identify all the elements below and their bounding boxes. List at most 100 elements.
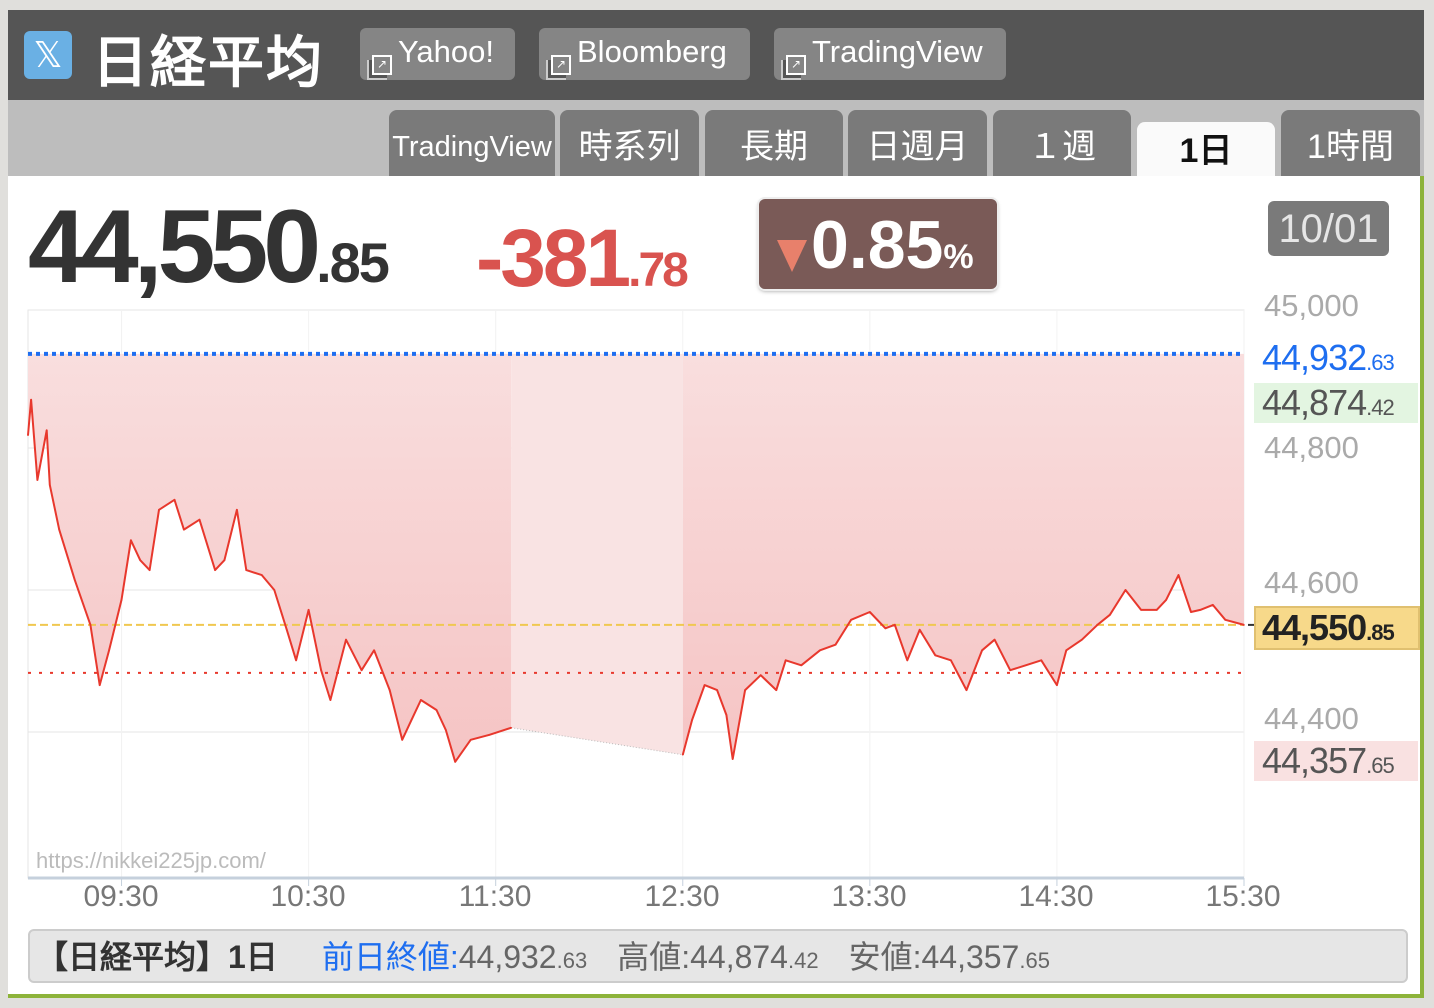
tab-1-day[interactable]: 1日 <box>1137 122 1275 178</box>
tab-day-week-month[interactable]: 日週月 <box>848 110 987 176</box>
bloomberg-link-button[interactable]: ↗ Bloomberg <box>539 28 750 80</box>
price-point <box>130 539 132 542</box>
current-price: 44,550.85 <box>28 188 390 307</box>
tab-timeseries[interactable]: 時系列 <box>560 110 699 176</box>
yahoo-link-button[interactable]: ↗ Yahoo! <box>360 28 515 80</box>
price-point <box>918 628 921 631</box>
price-point <box>1165 599 1167 601</box>
price-point <box>120 599 123 601</box>
page-title: 日経平均 <box>92 31 324 94</box>
price-point <box>1155 609 1158 611</box>
x-tick-label: 10:30 <box>270 880 346 913</box>
prev-close-caption: 前日終値: <box>321 939 459 975</box>
price-change: -381.78 <box>476 212 689 306</box>
link-label: TradingView <box>812 34 983 69</box>
price-point <box>950 659 952 662</box>
price-point <box>1009 669 1011 672</box>
value-integer: 44,357 <box>921 939 1020 975</box>
price-point <box>58 528 60 531</box>
price-point <box>345 638 347 641</box>
price-point <box>1024 664 1027 667</box>
price-point <box>273 589 276 591</box>
prev-close-label: 44,932.63 <box>1262 338 1395 383</box>
price-point <box>173 499 176 501</box>
value-integer: 44,550 <box>1262 607 1367 648</box>
watermark-url: https://nikkei225jp.com/ <box>36 848 266 873</box>
price-point <box>1109 614 1111 616</box>
price-point <box>73 579 76 581</box>
price-point <box>703 684 706 686</box>
y-tick-label: 45,000 <box>1264 288 1359 323</box>
price-point <box>884 627 887 630</box>
price-point <box>800 664 803 667</box>
price-point <box>469 739 472 741</box>
price-point <box>223 559 226 561</box>
price-point <box>759 674 762 676</box>
high-label: 44,874.42 <box>1254 383 1418 423</box>
price-point <box>89 623 92 626</box>
tab-tradingview[interactable]: TradingView <box>389 110 555 176</box>
price-point <box>993 638 996 641</box>
change-decimal: .78 <box>628 244 689 297</box>
change-integer: -381 <box>476 213 631 304</box>
y-tick-label: 44,600 <box>1264 565 1359 600</box>
x-tick-label: 13:30 <box>831 880 907 913</box>
price-point <box>388 689 391 691</box>
price-point <box>108 649 110 652</box>
price-decimal: .85 <box>316 231 390 294</box>
tab-1-week[interactable]: １週 <box>993 110 1131 176</box>
price-point <box>744 689 746 691</box>
price-point <box>725 714 728 716</box>
price-area-fill <box>682 353 1244 759</box>
price-point <box>307 609 310 611</box>
price-point <box>285 628 288 631</box>
price-point <box>1056 684 1058 686</box>
x-logo-icon[interactable]: 𝕏 <box>24 31 72 79</box>
price-point <box>1040 659 1043 662</box>
tab-1-hour[interactable]: 1時間 <box>1281 110 1420 176</box>
price-area-fill <box>28 353 512 762</box>
value-integer: 44,874 <box>690 939 788 975</box>
price-point <box>454 761 456 763</box>
price-integer: 44,550 <box>28 189 321 305</box>
price-point <box>1140 609 1142 611</box>
price-point <box>329 699 332 701</box>
price-point <box>158 508 160 511</box>
down-triangle-icon <box>777 240 807 272</box>
price-point <box>373 649 375 652</box>
price-point <box>691 719 693 721</box>
y-tick-label: 44,400 <box>1264 701 1359 736</box>
link-label: Bloomberg <box>577 34 727 69</box>
price-point <box>1243 624 1245 626</box>
x-tick-label: 14:30 <box>1018 880 1094 913</box>
value-integer: 44,874 <box>1262 382 1367 423</box>
value-integer: 44,357 <box>1262 740 1367 781</box>
price-point <box>819 649 821 652</box>
price-point <box>834 643 837 646</box>
lunch-break-fill <box>511 353 683 755</box>
price-point <box>1124 589 1127 591</box>
price-point <box>295 659 297 662</box>
tab-long-term[interactable]: 長期 <box>705 110 843 176</box>
price-point <box>214 569 216 571</box>
price-point <box>445 729 447 731</box>
price-point <box>775 689 778 691</box>
price-point <box>1212 604 1214 606</box>
price-point <box>981 649 983 652</box>
link-label: Yahoo! <box>398 34 494 69</box>
price-point <box>410 719 413 721</box>
summary-high: 高値:44,874.42 <box>617 939 818 975</box>
date-badge: 10/01 <box>1268 201 1389 256</box>
current-price-label: 44,550.85 <box>1254 606 1420 650</box>
x-tick-label: 15:30 <box>1205 880 1281 913</box>
price-point <box>1065 649 1068 652</box>
price-point <box>965 689 968 691</box>
price-point <box>488 734 491 736</box>
x-tick-label: 12:30 <box>644 880 720 913</box>
price-point <box>869 611 871 613</box>
price-point <box>1224 619 1227 621</box>
price-point <box>183 528 185 531</box>
price-point <box>36 479 39 481</box>
tradingview-link-button[interactable]: ↗ TradingView <box>774 28 1006 80</box>
